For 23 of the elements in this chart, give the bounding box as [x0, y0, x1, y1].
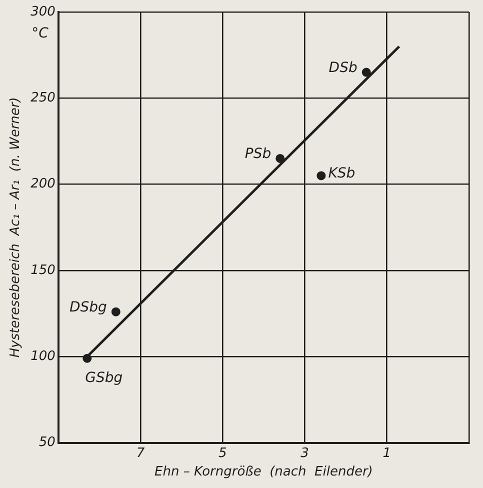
annotation: GSbg: [85, 370, 123, 386]
x-tick-label: 1: [382, 446, 392, 461]
annotation: KSb: [328, 165, 356, 182]
y-tick-label: 250: [30, 90, 56, 106]
x-tick-label: 7: [136, 446, 146, 461]
text: °C: [32, 26, 49, 42]
annotation: PSb: [244, 146, 272, 162]
point: [276, 154, 285, 163]
y-tick-label: 200: [30, 176, 56, 192]
x-axis-title: Ehn – Korngröße (nach Eilender): [154, 464, 373, 480]
annotation: DSb: [328, 60, 358, 76]
point: [316, 171, 326, 180]
x-tick-label: 5: [218, 446, 227, 461]
y-tick-label: 300: [30, 4, 56, 20]
point: [362, 68, 371, 77]
point: [82, 354, 92, 363]
annotation: DSbg: [69, 299, 107, 316]
point: [111, 307, 120, 316]
x-tick-label: 3: [300, 446, 309, 461]
y-tick-label: 50: [38, 435, 56, 450]
y-tick-label: 100: [30, 349, 56, 364]
y-tick-label: 150: [30, 262, 56, 278]
y-axis-title: Hysteresebereich Ac₁ – Ar₁ (n. Werner): [8, 97, 24, 358]
